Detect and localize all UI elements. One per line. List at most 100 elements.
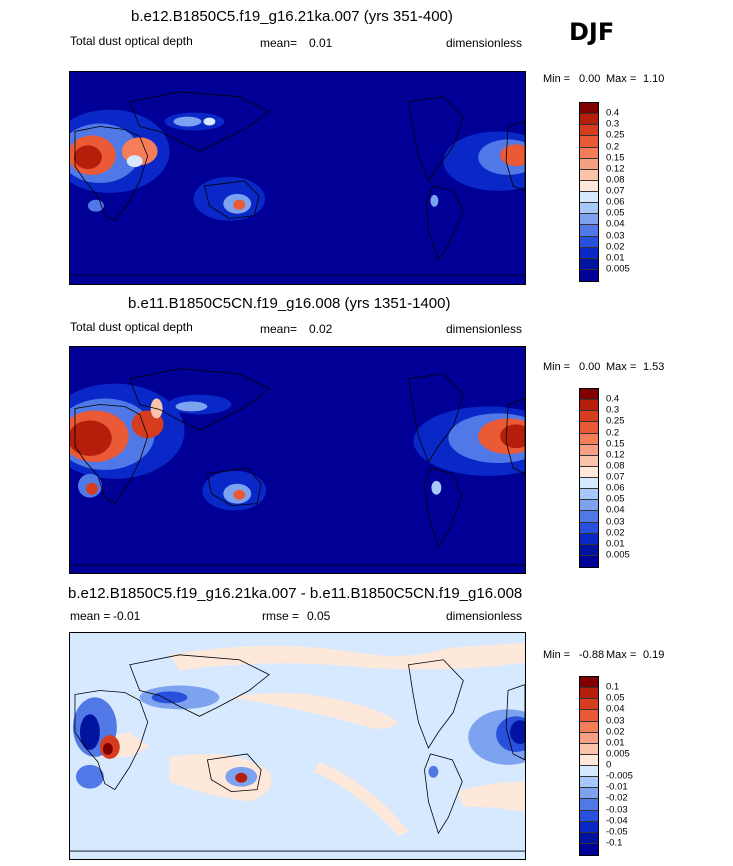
colorbar-swatch	[580, 247, 598, 259]
colorbar-swatch	[580, 489, 598, 501]
colorbar-swatch	[580, 203, 598, 215]
colorbar-swatch	[580, 444, 598, 456]
colorbar-tick-label: 0.04	[606, 218, 625, 230]
colorbar-tick-label: 0.02	[606, 527, 625, 539]
panel1-min-value: 0.00	[579, 73, 601, 85]
colorbar-tick-label: -0.01	[606, 781, 628, 793]
panel1-coastlines	[70, 91, 525, 276]
panel2-max-value: 1.53	[643, 361, 665, 373]
colorbar-swatch	[580, 777, 598, 789]
panel2-coastlines	[70, 368, 525, 566]
colorbar-tick-label: 0.05	[606, 493, 625, 505]
colorbar-tick-label: 0.15	[606, 438, 625, 450]
colorbar-tick-label: -0.04	[606, 815, 628, 827]
colorbar-tick-label: 0.04	[606, 703, 625, 715]
panel3-max-label: Max =	[606, 649, 637, 661]
colorbar-tick-label: 0.07	[606, 185, 625, 197]
colorbar-tick-label: 0.25	[606, 129, 625, 141]
colorbar-tick-label: 0.2	[606, 427, 620, 438]
colorbar-tick-label: 0.12	[606, 449, 625, 461]
panel3-rmse-label: rmse =	[262, 609, 300, 623]
panel2-dust-field	[70, 383, 525, 511]
panel1-max-value: 1.10	[643, 73, 665, 85]
panel1-colorbar	[579, 102, 599, 282]
colorbar-tick-label: 0.15	[606, 152, 625, 164]
colorbar-swatch	[580, 258, 598, 270]
colorbar-tick-label: 0.4	[606, 393, 620, 405]
panel3-diff-field	[72, 642, 525, 837]
colorbar-swatch	[580, 843, 598, 855]
colorbar-swatch	[580, 522, 598, 534]
panel2-colorbar	[579, 388, 599, 568]
colorbar-swatch	[580, 732, 598, 744]
colorbar-tick-label: 0.01	[606, 252, 625, 264]
panel1-min-label: Min =	[543, 73, 571, 85]
panel1-mean-label: mean=	[260, 36, 298, 50]
colorbar-tick-label: 0.25	[606, 415, 625, 427]
colorbar-swatch	[580, 743, 598, 755]
colorbar-tick-label: 0.05	[606, 207, 625, 219]
colorbar-tick-label: 0.08	[606, 460, 625, 472]
colorbar-swatch	[580, 214, 598, 226]
colorbar-swatch	[580, 411, 598, 423]
colorbar-swatch	[580, 466, 598, 478]
colorbar-tick-label: 0.04	[606, 504, 625, 516]
colorbar-swatch	[580, 433, 598, 445]
colorbar-swatch	[580, 158, 598, 170]
colorbar-tick-label: 0.06	[606, 196, 625, 208]
colorbar-swatch	[580, 136, 598, 148]
colorbar-swatch	[580, 544, 598, 556]
colorbar-swatch	[580, 721, 598, 733]
colorbar-tick-label: 0.03	[606, 230, 625, 241]
colorbar-swatch	[580, 500, 598, 512]
colorbar-swatch	[580, 180, 598, 192]
colorbar-swatch	[580, 389, 598, 401]
panel1-title: b.e12.B1850C5.f19_g16.21ka.007 (yrs 351-…	[131, 8, 453, 25]
colorbar-tick-label: -0.1	[606, 837, 623, 849]
panel2-max-label: Max =	[606, 361, 637, 373]
colorbar-swatch	[580, 821, 598, 833]
colorbar-tick-label: 0.03	[606, 715, 625, 726]
colorbar-swatch	[580, 533, 598, 545]
colorbar-swatch	[580, 555, 598, 567]
colorbar-swatch	[580, 677, 598, 689]
panel3-coastlines	[70, 654, 525, 852]
panel3-rmse-value: 0.05	[307, 609, 331, 623]
panel1-variable-label: Total dust optical depth	[70, 34, 193, 48]
colorbar-swatch	[580, 147, 598, 159]
panel1-max-label: Max =	[606, 73, 637, 85]
colorbar-tick-label: 0.005	[606, 263, 630, 275]
colorbar-tick-label: 0.07	[606, 471, 625, 483]
panel2-min-label: Min =	[543, 361, 571, 373]
colorbar-tick-label: 0.3	[606, 404, 620, 416]
colorbar-tick-label: 0.02	[606, 241, 625, 253]
colorbar-tick-label: -0.02	[606, 792, 628, 804]
colorbar-tick-label: -0.05	[606, 826, 628, 838]
panel3-min-value: -0.88	[579, 649, 605, 661]
colorbar-swatch	[580, 225, 598, 237]
panel2-map	[69, 346, 526, 574]
colorbar-swatch	[580, 422, 598, 434]
season-label: DJF	[569, 18, 615, 46]
panel2-map-svg	[70, 347, 525, 573]
colorbar-tick-label: 0.01	[606, 538, 625, 550]
panel3-min-label: Min =	[543, 649, 571, 661]
colorbar-swatch	[580, 799, 598, 811]
colorbar-swatch	[580, 236, 598, 248]
colorbar-tick-label: 0.06	[606, 482, 625, 494]
panel3-map	[69, 632, 526, 860]
panel2-mean-label: mean=	[260, 322, 298, 336]
colorbar-swatch	[580, 688, 598, 700]
colorbar-tick-label: 0.08	[606, 174, 625, 186]
colorbar-swatch	[580, 832, 598, 844]
colorbar-tick-label: 0.05	[606, 692, 625, 704]
colorbar-tick-label: 0.03	[606, 516, 625, 527]
colorbar-swatch	[580, 766, 598, 778]
colorbar-swatch	[580, 169, 598, 181]
colorbar-swatch	[580, 455, 598, 467]
panel1-units: dimensionless	[446, 36, 523, 50]
panel2-units: dimensionless	[446, 322, 523, 336]
panel1-map-svg	[70, 72, 525, 284]
colorbar-swatch	[580, 125, 598, 137]
colorbar-swatch	[580, 478, 598, 490]
